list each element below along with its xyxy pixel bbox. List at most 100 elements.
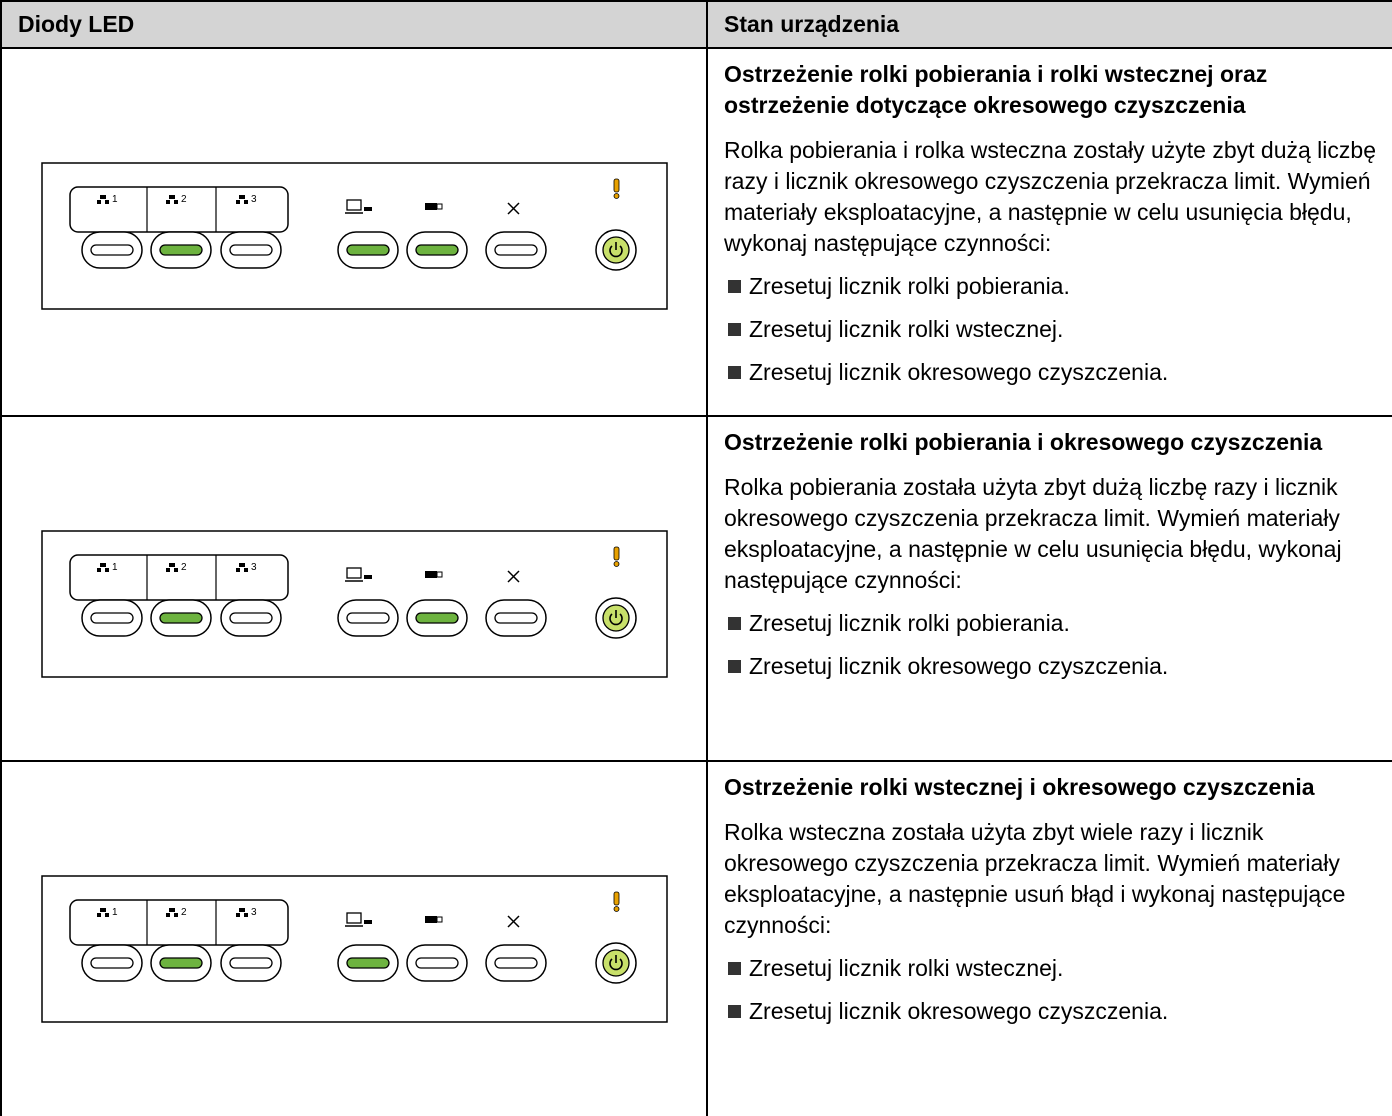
led [229, 244, 273, 256]
network-label: 1 [112, 907, 118, 918]
usb-icon [425, 571, 437, 578]
pc-icon [346, 199, 362, 211]
row: 1 2 3 Ostrzeżenie rolki wstecznej i okresow… [0, 760, 1392, 1116]
pc-icon [364, 920, 372, 924]
panel-frame [41, 530, 668, 678]
bullet-item: Zresetuj licznik rolki pobierania. [724, 271, 1386, 302]
status-title: Ostrzeżenie rolki pobierania i okresoweg… [724, 429, 1323, 455]
network-icon [169, 908, 175, 912]
network-icon [97, 568, 101, 572]
power-icon [609, 955, 623, 971]
panel-frame [41, 875, 668, 1023]
status-text: Rolka pobierania i rolka wsteczna został… [724, 137, 1376, 256]
bullet-square [728, 1005, 741, 1018]
power-icon [609, 610, 623, 626]
network-icon [100, 908, 106, 912]
led [90, 957, 134, 969]
bullet-square [728, 280, 741, 293]
network-icon [166, 200, 170, 204]
power-icon [609, 242, 623, 258]
network-icon [105, 913, 109, 917]
cancel-icon [507, 202, 520, 215]
pc-icon [346, 912, 362, 924]
bullet-text: Zresetuj licznik okresowego czyszczenia. [749, 653, 1169, 679]
warning-icon [613, 891, 620, 906]
led-cell: 1 2 3 [0, 47, 708, 417]
bullet-item: Zresetuj licznik okresowego czyszczenia. [724, 357, 1386, 388]
usb-icon [436, 571, 443, 578]
bullet-square [728, 660, 741, 673]
bullet-text: Zresetuj licznik rolki wstecznej. [749, 955, 1064, 981]
network-icon [244, 200, 248, 204]
led [346, 957, 390, 969]
network-icon [97, 913, 101, 917]
bullet-square [728, 617, 741, 630]
bullet-text: Zresetuj licznik rolki pobierania. [749, 273, 1070, 299]
network-icon [244, 568, 248, 572]
led [415, 612, 459, 624]
network-label: 1 [112, 562, 118, 573]
header-cell: Stan urządzenia [706, 0, 1392, 49]
bullet-square [728, 366, 741, 379]
usb-icon [425, 916, 437, 923]
cancel-icon [507, 570, 520, 583]
status-cell: Ostrzeżenie rolki pobierania i rolki wst… [706, 47, 1392, 417]
network-icon [239, 563, 245, 567]
led [415, 244, 459, 256]
led [229, 957, 273, 969]
bullet-text: Zresetuj licznik okresowego czyszczenia. [749, 998, 1169, 1024]
pc-icon [364, 207, 372, 211]
network-icon [174, 200, 178, 204]
row: 1 2 3 Ostrzeżenie rolki pobierania i rolki … [0, 47, 1392, 417]
network-icon [169, 563, 175, 567]
network-icon [97, 200, 101, 204]
bullet-square [728, 962, 741, 975]
led [159, 244, 203, 256]
network-label: 1 [112, 194, 118, 205]
led [229, 612, 273, 624]
network-label: 2 [181, 907, 187, 918]
bullet-item: Zresetuj licznik rolki wstecznej. [724, 953, 1386, 984]
network-icon [236, 200, 240, 204]
status-cell: Ostrzeżenie rolki pobierania i okresoweg… [706, 415, 1392, 762]
led [494, 612, 538, 624]
usb-icon [425, 203, 437, 210]
bullet-text: Zresetuj licznik okresowego czyszczenia. [749, 359, 1169, 385]
led [90, 244, 134, 256]
warning-icon [613, 178, 620, 193]
network-icon [166, 913, 170, 917]
network-icon [239, 195, 245, 199]
header-row: Diody LED Stan urządzenia [0, 0, 1392, 49]
network-label: 2 [181, 194, 187, 205]
network-icon [105, 568, 109, 572]
led [415, 957, 459, 969]
bullet-item: Zresetuj licznik okresowego czyszczenia. [724, 651, 1386, 682]
network-icon [166, 568, 170, 572]
warning-icon [613, 546, 620, 561]
network-icon [244, 913, 248, 917]
network-icon [174, 913, 178, 917]
network-label: 3 [251, 194, 257, 205]
row: 1 2 3 Ostrzeżenie rolki pobierania i okreso… [0, 415, 1392, 762]
bullet-text: Zresetuj licznik rolki pobierania. [749, 610, 1070, 636]
led [159, 612, 203, 624]
network-label: 3 [251, 907, 257, 918]
header-cell: Diody LED [0, 0, 708, 49]
bullet-item: Zresetuj licznik rolki pobierania. [724, 608, 1386, 639]
led [159, 957, 203, 969]
network-icon [236, 568, 240, 572]
network-icon [239, 908, 245, 912]
network-icon [169, 195, 175, 199]
warning-icon [613, 561, 620, 567]
led [346, 612, 390, 624]
bullet-item: Zresetuj licznik rolki wstecznej. [724, 314, 1386, 345]
led-panel: 1 2 3 [41, 875, 668, 1023]
led-panel: 1 2 3 [41, 162, 668, 310]
status-title: Ostrzeżenie rolki pobierania i rolki wst… [724, 61, 1268, 118]
usb-icon [436, 203, 443, 210]
bullet-square [728, 323, 741, 336]
cancel-icon [507, 915, 520, 928]
led [494, 957, 538, 969]
status-text: Rolka pobierania została użyta zbyt dużą… [724, 474, 1342, 593]
